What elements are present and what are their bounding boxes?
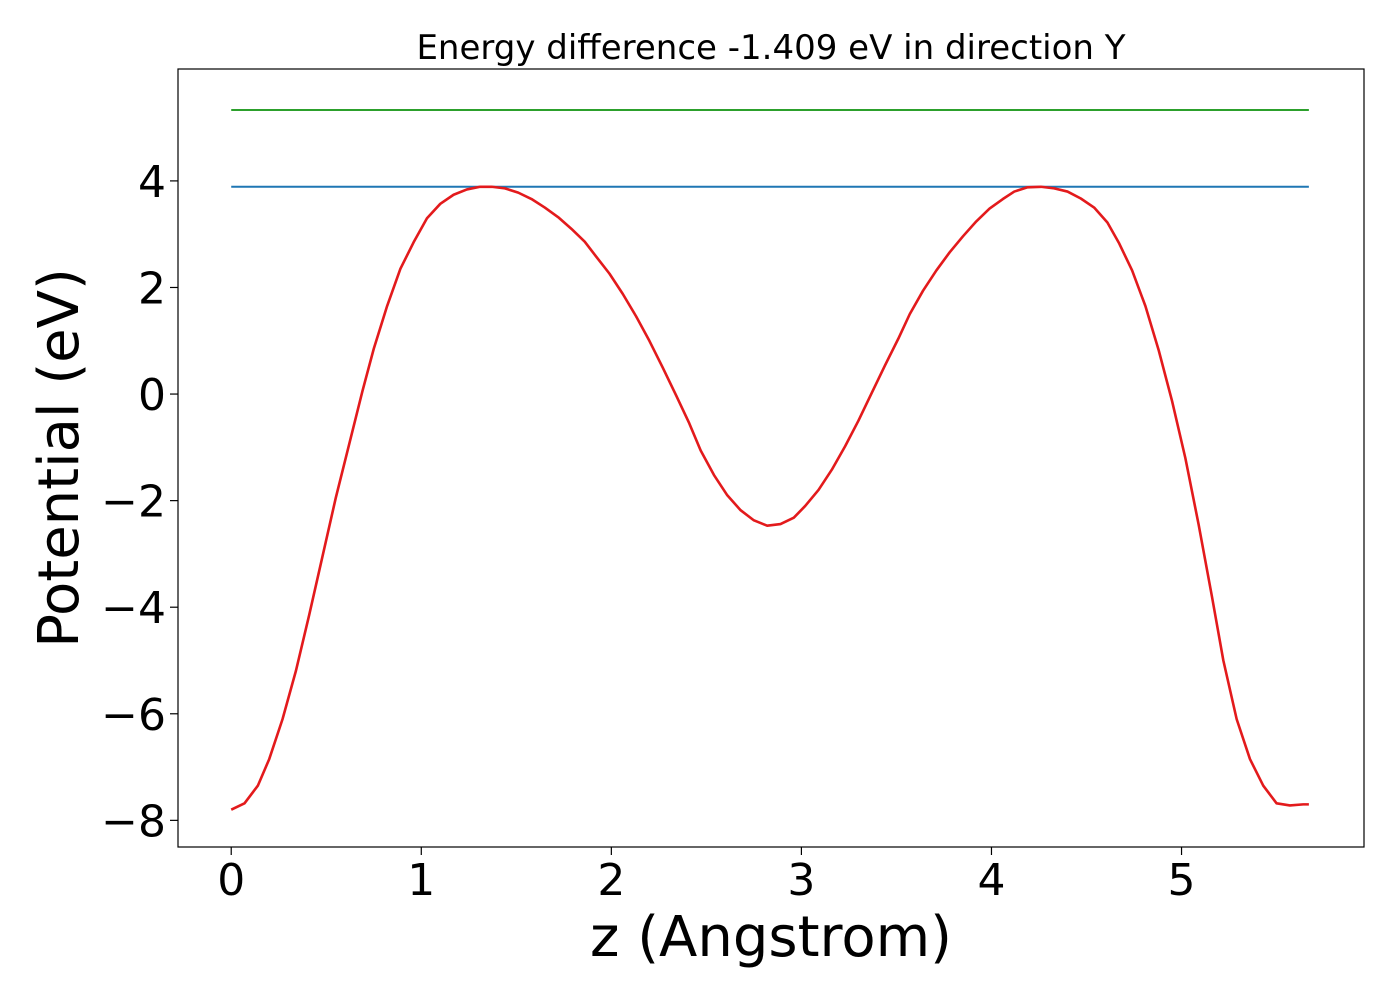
x-tick-label: 0: [217, 855, 245, 906]
x-tick-label: 1: [407, 855, 435, 906]
x-axis-label: z (Angstrom): [590, 905, 952, 970]
series-line-2: [230, 185, 1309, 811]
plot-frame: [177, 68, 1365, 848]
x-tick-label: 3: [787, 855, 815, 906]
y-tick-label: −6: [101, 690, 166, 741]
y-tick-label: −4: [101, 583, 166, 634]
series-layer: [230, 109, 1309, 811]
y-tick-label: 4: [138, 157, 166, 208]
x-tick-label: 4: [977, 855, 1005, 906]
y-axis: −8 −6 −4 −2 0 2 4: [101, 157, 178, 847]
y-axis-label: Potential (eV): [27, 268, 92, 648]
x-axis: 0 1 2 3 4 5: [217, 847, 1196, 906]
y-tick-label: 0: [138, 370, 166, 421]
y-tick-label: −8: [101, 796, 166, 847]
x-tick-label: 5: [1168, 855, 1196, 906]
y-tick-label: 2: [138, 263, 166, 314]
y-tick-label: −2: [101, 477, 166, 528]
chart-title: Energy difference -1.409 eV in direction…: [416, 28, 1125, 68]
x-tick-label: 2: [597, 855, 625, 906]
